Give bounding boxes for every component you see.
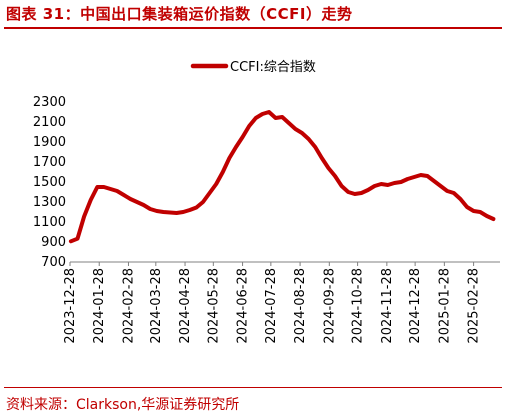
y-tick-label: 2100	[33, 115, 66, 130]
page-title: 图表 31：中国出口集装箱运价指数（CCFI）走势	[6, 5, 353, 23]
series-line-ccfi	[68, 110, 496, 244]
x-axis: 2023-12-28 2024-01-28 2024-02-28 2024-03-28…	[63, 261, 500, 344]
source-note: 资料来源：Clarkson,华源证券研究所	[6, 397, 240, 413]
x-tick-label: 2024-12-28	[408, 268, 423, 344]
y-tick-label: 900	[41, 235, 66, 250]
x-tick-label: 2024-04-28	[178, 268, 193, 344]
x-tick-label: 2024-02-28	[121, 268, 136, 344]
x-tick-label: 2023-12-28	[63, 268, 78, 344]
x-tick-label: 2024-10-28	[351, 268, 366, 344]
y-tick-label: 2300	[33, 95, 66, 110]
y-tick-label: 1700	[33, 155, 66, 170]
y-axis: 700 900 1100 1300 1500 1700 1900 2100 2300	[33, 95, 66, 270]
chart-legend: CCFI:综合指数	[190, 60, 316, 75]
series-layer	[68, 110, 496, 244]
y-tick-label: 1100	[33, 215, 66, 230]
x-tick-label: 2024-01-28	[92, 268, 107, 344]
y-tick-label: 1300	[33, 195, 66, 210]
x-tick-label: 2024-03-28	[149, 268, 164, 344]
x-tick-label: 2024-06-28	[236, 268, 251, 344]
x-tick-label: 2024-08-28	[293, 268, 308, 344]
x-tick-label: 2024-11-28	[380, 268, 395, 344]
source-divider	[4, 387, 502, 388]
legend-label: CCFI:综合指数	[230, 60, 316, 75]
title-divider	[4, 27, 502, 29]
y-tick-label: 700	[41, 255, 66, 270]
x-tick-label: 2024-07-28	[264, 268, 279, 344]
y-tick-label: 1900	[33, 135, 66, 150]
x-tick-label: 2024-09-28	[322, 268, 337, 344]
y-tick-label: 1500	[33, 175, 66, 190]
x-tick-label: 2025-02-28	[467, 268, 482, 344]
x-tick-label: 2024-05-28	[206, 268, 221, 344]
x-tick-label: 2025-01-28	[437, 268, 452, 344]
